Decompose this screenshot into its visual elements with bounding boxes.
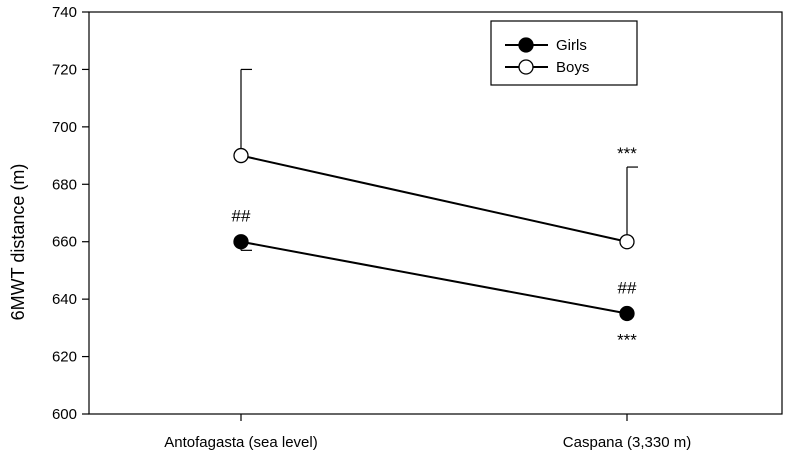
- series-line: [240, 240, 628, 315]
- plot-frame: [88, 11, 783, 415]
- legend-marker: [518, 59, 534, 75]
- axes: [88, 11, 783, 415]
- data-point: [233, 147, 249, 164]
- series-girls: ## ## ***: [232, 207, 638, 350]
- legend-box: [490, 20, 638, 86]
- series-line: [240, 154, 628, 243]
- y-tick-label: 720: [52, 61, 77, 78]
- legend-label: Boys: [556, 59, 589, 76]
- y-tick-label: 740: [52, 4, 77, 21]
- legend: Girls Boys: [490, 20, 638, 86]
- data-point: [619, 305, 635, 322]
- annotation-below: ***: [617, 331, 637, 350]
- x-tick-label: Antofagasta (sea level): [164, 434, 317, 451]
- annotation-above: ##: [232, 207, 251, 226]
- y-tick-label: 640: [52, 291, 77, 308]
- y-tick-label: 600: [52, 406, 77, 423]
- y-axis-ticks: 600 620 640 660 680 700 720 740: [52, 4, 89, 423]
- y-tick-label: 680: [52, 176, 77, 193]
- legend-label: Girls: [556, 37, 587, 54]
- annotation-above: ##: [618, 279, 637, 298]
- y-tick-label: 620: [52, 349, 77, 366]
- legend-marker: [518, 37, 534, 53]
- x-tick-label: Caspana (3,330 m): [563, 434, 691, 451]
- series-layer: ## ## *** ***: [232, 68, 638, 350]
- x-axis-ticks: Antofagasta (sea level) Caspana (3,330 m): [164, 414, 691, 451]
- y-tick-label: 700: [52, 119, 77, 136]
- annotation-above: ***: [617, 144, 637, 163]
- data-point: [619, 234, 635, 250]
- data-point: [233, 234, 249, 250]
- y-tick-label: 660: [52, 234, 77, 251]
- y-axis-label: 6MWT distance (m): [8, 164, 28, 321]
- series-boys: ***: [233, 68, 638, 250]
